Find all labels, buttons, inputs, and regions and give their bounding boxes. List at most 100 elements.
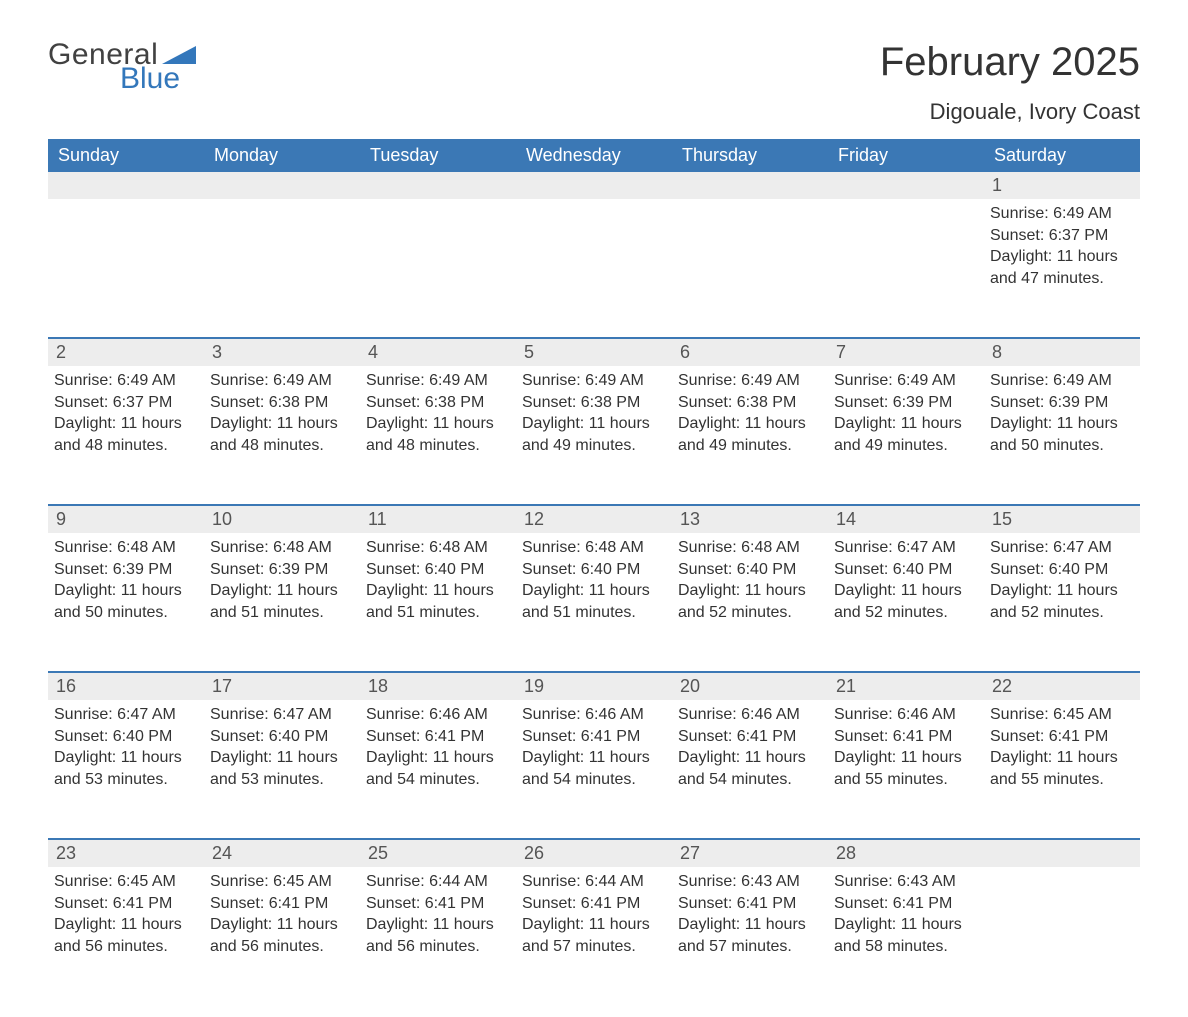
day-number: 19 [516, 673, 672, 700]
day-cell: Sunrise: 6:49 AMSunset: 6:38 PMDaylight:… [360, 366, 516, 476]
daylight-line: Daylight: 11 hours and 47 minutes. [990, 246, 1132, 289]
day-number: 14 [828, 506, 984, 533]
calendar: SundayMondayTuesdayWednesdayThursdayFrid… [48, 139, 1140, 977]
day-number: 26 [516, 840, 672, 867]
sunrise-line: Sunrise: 6:48 AM [366, 537, 508, 559]
weekday-header: Thursday [672, 139, 828, 172]
sunrise-line: Sunrise: 6:49 AM [522, 370, 664, 392]
day-cell [984, 867, 1140, 977]
day-number: 2 [48, 339, 204, 366]
sunset-line: Sunset: 6:40 PM [366, 559, 508, 581]
day-cell: Sunrise: 6:46 AMSunset: 6:41 PMDaylight:… [360, 700, 516, 810]
day-number: 10 [204, 506, 360, 533]
sunrise-line: Sunrise: 6:46 AM [834, 704, 976, 726]
day-cell: Sunrise: 6:49 AMSunset: 6:38 PMDaylight:… [672, 366, 828, 476]
day-cell [48, 199, 204, 309]
daylight-line: Daylight: 11 hours and 49 minutes. [678, 413, 820, 456]
daylight-line: Daylight: 11 hours and 55 minutes. [834, 747, 976, 790]
daylight-line: Daylight: 11 hours and 48 minutes. [210, 413, 352, 456]
sunset-line: Sunset: 6:40 PM [678, 559, 820, 581]
sunrise-line: Sunrise: 6:43 AM [834, 871, 976, 893]
weekday-header: Saturday [984, 139, 1140, 172]
weeks-container: 1Sunrise: 6:49 AMSunset: 6:37 PMDaylight… [48, 172, 1140, 977]
day-cell: Sunrise: 6:47 AMSunset: 6:40 PMDaylight:… [204, 700, 360, 810]
daylight-line: Daylight: 11 hours and 51 minutes. [210, 580, 352, 623]
sunset-line: Sunset: 6:37 PM [990, 225, 1132, 247]
day-cell: Sunrise: 6:48 AMSunset: 6:40 PMDaylight:… [516, 533, 672, 643]
daylight-line: Daylight: 11 hours and 51 minutes. [522, 580, 664, 623]
daylight-line: Daylight: 11 hours and 54 minutes. [678, 747, 820, 790]
sunset-line: Sunset: 6:41 PM [522, 893, 664, 915]
day-cell: Sunrise: 6:49 AMSunset: 6:38 PMDaylight:… [204, 366, 360, 476]
day-cell: Sunrise: 6:45 AMSunset: 6:41 PMDaylight:… [204, 867, 360, 977]
sunset-line: Sunset: 6:40 PM [54, 726, 196, 748]
sunset-line: Sunset: 6:40 PM [522, 559, 664, 581]
daylight-line: Daylight: 11 hours and 48 minutes. [366, 413, 508, 456]
day-number: 17 [204, 673, 360, 700]
sunrise-line: Sunrise: 6:49 AM [54, 370, 196, 392]
sunset-line: Sunset: 6:40 PM [834, 559, 976, 581]
sunset-line: Sunset: 6:37 PM [54, 392, 196, 414]
day-cell [672, 199, 828, 309]
sunrise-line: Sunrise: 6:45 AM [210, 871, 352, 893]
day-number: 3 [204, 339, 360, 366]
day-cell [360, 199, 516, 309]
calendar-week: 232425262728Sunrise: 6:45 AMSunset: 6:41… [48, 838, 1140, 977]
day-number: 12 [516, 506, 672, 533]
sunrise-line: Sunrise: 6:43 AM [678, 871, 820, 893]
sunset-line: Sunset: 6:39 PM [834, 392, 976, 414]
sunrise-line: Sunrise: 6:49 AM [210, 370, 352, 392]
sunset-line: Sunset: 6:41 PM [54, 893, 196, 915]
day-cell: Sunrise: 6:49 AMSunset: 6:39 PMDaylight:… [984, 366, 1140, 476]
day-cell: Sunrise: 6:44 AMSunset: 6:41 PMDaylight:… [360, 867, 516, 977]
month-title: February 2025 [880, 40, 1140, 85]
calendar-week: 9101112131415Sunrise: 6:48 AMSunset: 6:3… [48, 504, 1140, 643]
day-number [48, 172, 204, 199]
daylight-line: Daylight: 11 hours and 53 minutes. [54, 747, 196, 790]
day-number [204, 172, 360, 199]
sunset-line: Sunset: 6:41 PM [678, 726, 820, 748]
day-number [672, 172, 828, 199]
daylight-line: Daylight: 11 hours and 49 minutes. [522, 413, 664, 456]
sunrise-line: Sunrise: 6:49 AM [990, 203, 1132, 225]
calendar-week: 16171819202122Sunrise: 6:47 AMSunset: 6:… [48, 671, 1140, 810]
day-number: 24 [204, 840, 360, 867]
sunset-line: Sunset: 6:39 PM [54, 559, 196, 581]
weekday-header: Tuesday [360, 139, 516, 172]
calendar-week: 1Sunrise: 6:49 AMSunset: 6:37 PMDaylight… [48, 172, 1140, 309]
daylight-line: Daylight: 11 hours and 58 minutes. [834, 914, 976, 957]
daynum-row: 2345678 [48, 339, 1140, 366]
day-number: 4 [360, 339, 516, 366]
day-number: 11 [360, 506, 516, 533]
daylight-line: Daylight: 11 hours and 50 minutes. [54, 580, 196, 623]
daylight-line: Daylight: 11 hours and 53 minutes. [210, 747, 352, 790]
sunrise-line: Sunrise: 6:49 AM [990, 370, 1132, 392]
day-cell: Sunrise: 6:46 AMSunset: 6:41 PMDaylight:… [672, 700, 828, 810]
daylight-line: Daylight: 11 hours and 48 minutes. [54, 413, 196, 456]
weekday-header: Monday [204, 139, 360, 172]
sunrise-line: Sunrise: 6:48 AM [522, 537, 664, 559]
daylight-line: Daylight: 11 hours and 54 minutes. [366, 747, 508, 790]
day-number: 5 [516, 339, 672, 366]
day-cell: Sunrise: 6:48 AMSunset: 6:39 PMDaylight:… [204, 533, 360, 643]
day-number [360, 172, 516, 199]
day-number: 8 [984, 339, 1140, 366]
day-number: 6 [672, 339, 828, 366]
day-number [516, 172, 672, 199]
daynum-row: 16171819202122 [48, 673, 1140, 700]
weekday-header: Friday [828, 139, 984, 172]
day-cell: Sunrise: 6:47 AMSunset: 6:40 PMDaylight:… [48, 700, 204, 810]
daylight-line: Daylight: 11 hours and 57 minutes. [522, 914, 664, 957]
day-cell: Sunrise: 6:48 AMSunset: 6:39 PMDaylight:… [48, 533, 204, 643]
day-cell [516, 199, 672, 309]
day-number: 7 [828, 339, 984, 366]
logo-word-blue: Blue [120, 64, 180, 94]
location-label: Digouale, Ivory Coast [880, 99, 1140, 125]
weekday-header: Wednesday [516, 139, 672, 172]
day-number: 9 [48, 506, 204, 533]
sunrise-line: Sunrise: 6:44 AM [522, 871, 664, 893]
sunset-line: Sunset: 6:38 PM [366, 392, 508, 414]
sunrise-line: Sunrise: 6:44 AM [366, 871, 508, 893]
sunrise-line: Sunrise: 6:46 AM [522, 704, 664, 726]
sunset-line: Sunset: 6:38 PM [210, 392, 352, 414]
